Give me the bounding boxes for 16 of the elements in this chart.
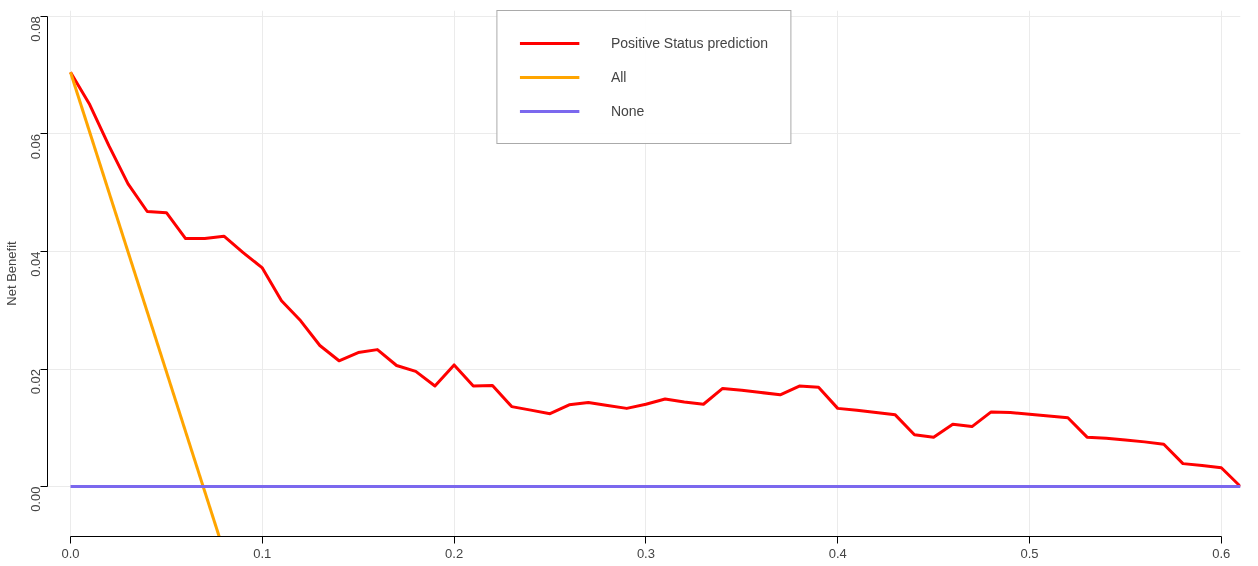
y-axis-title: Net Benefit — [3, 240, 19, 306]
y-tick-label: 0.04 — [28, 251, 43, 277]
legend-label: None — [610, 103, 645, 119]
x-tick-label: 0.3 — [636, 545, 655, 561]
x-tick-label: 0.2 — [445, 545, 464, 561]
y-tick-label: 0.02 — [28, 368, 43, 395]
legend-label: Positive Status prediction — [610, 35, 769, 51]
x-tick-label: 0.6 — [1212, 545, 1231, 561]
x-tick-label: 0.4 — [828, 545, 847, 561]
y-tick-label: 0.06 — [28, 133, 43, 160]
x-tick-label: 0.0 — [61, 545, 80, 561]
x-tick-label: 0.5 — [1020, 545, 1039, 561]
legend-label: All — [610, 69, 628, 85]
x-tick-label: 0.1 — [253, 545, 272, 561]
y-tick-label: 0.00 — [28, 486, 43, 512]
y-tick-label: 0.08 — [28, 16, 43, 42]
